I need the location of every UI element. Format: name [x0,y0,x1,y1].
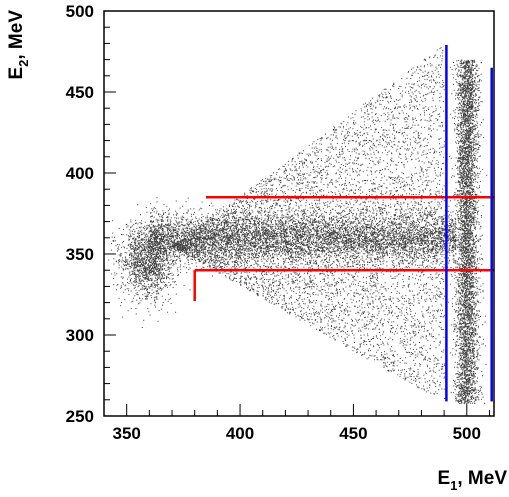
y-axis-label: E2, MeV [6,10,31,80]
y-tick-label: 350 [66,245,94,264]
x-tick-label: 450 [339,424,367,443]
x-axis-label-main: E [437,468,450,489]
y-axis-label-sub: 2 [16,60,31,67]
x-axis-label: E1, MeV [437,468,507,493]
y-axis-label-rest: , MeV [6,10,27,60]
x-axis-ticks: 350 400 450 500 [103,404,490,443]
x-axis-label-rest: , MeV [457,468,507,489]
selection-lines [193,45,494,402]
y-axis-label-main: E [6,67,27,80]
scatter-points [108,47,492,404]
x-tick-label: 350 [112,424,140,443]
plot-frame [103,10,495,417]
x-tick-label: 500 [453,424,481,443]
y-tick-label: 500 [66,2,94,21]
y-tick-label: 250 [66,407,94,426]
x-axis-label-sub: 1 [450,478,457,493]
x-tick-label: 400 [226,424,254,443]
scatter-point-cloud [108,47,492,404]
y-tick-label: 300 [66,326,94,345]
y-axis-ticks: 250 300 350 400 450 500 [66,2,116,426]
y-tick-label: 450 [66,83,94,102]
y-tick-label: 400 [66,164,94,183]
